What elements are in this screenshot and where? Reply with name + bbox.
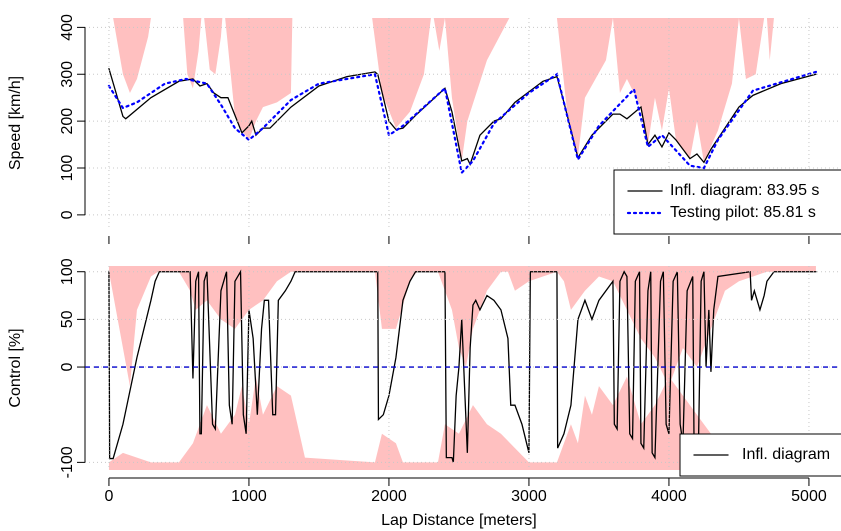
y-tick-label: 50: [59, 310, 76, 328]
line: [108, 67, 817, 166]
y-tick-label: 100: [59, 258, 76, 285]
y-tick-label: 200: [59, 108, 76, 135]
legend-label: Testing pilot: 85.81 s: [670, 204, 816, 221]
region: [108, 376, 816, 470]
line: [108, 269, 817, 463]
y-axis-title: Control [%]: [7, 328, 24, 407]
x-tick-label: 2000: [371, 488, 407, 505]
y-axis-title: Speed [km/h]: [7, 76, 24, 170]
legend-label: Infl. diagram: [742, 446, 830, 463]
legend-box: [613, 169, 841, 235]
x-tick-label: 3000: [511, 488, 547, 505]
x-tick-label: 1000: [231, 488, 267, 505]
y-tick-label: 0: [59, 210, 76, 219]
x-tick-label: 0: [104, 488, 113, 505]
y-tick-label: -100: [59, 446, 76, 478]
plot-area: [108, 266, 817, 470]
y-tick-label: 100: [59, 155, 76, 182]
y-tick-label: 400: [59, 14, 76, 41]
y-tick-label: 300: [59, 61, 76, 88]
y-tick-label: 0: [59, 362, 76, 371]
plot-area: [107, 18, 818, 175]
x-axis-title: Lap Distance [meters]: [381, 512, 537, 529]
legend-label: Infl. diagram: 83.95 s: [670, 182, 819, 199]
x-tick-label: 4000: [651, 488, 687, 505]
region: [113, 18, 774, 163]
x-tick-label: 5000: [791, 488, 827, 505]
